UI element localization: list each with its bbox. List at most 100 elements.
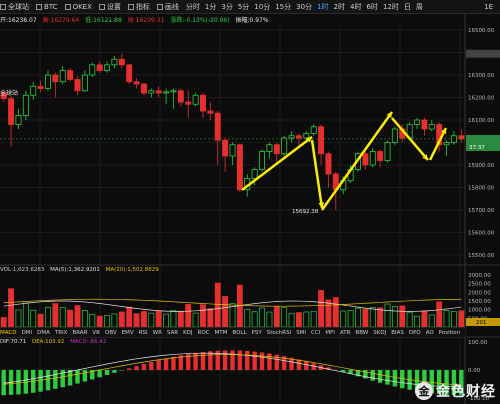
- tab-wr[interactable]: WR: [152, 329, 162, 336]
- period-11[interactable]: 12时: [382, 2, 399, 11]
- change-value: 涨跌:-0.13%(-20.96): [170, 17, 230, 24]
- macd-bar: [422, 370, 427, 393]
- tab-sar[interactable]: SAR: [166, 329, 179, 336]
- volume-bar: [133, 313, 140, 328]
- macd-bar: [126, 368, 132, 370]
- tab-skdj[interactable]: SKDJ: [373, 329, 387, 336]
- macd-bar: [67, 370, 73, 386]
- tab-boll[interactable]: BOLL: [232, 329, 247, 336]
- volume-bar: [244, 308, 251, 328]
- tab-bias[interactable]: BIAS: [391, 329, 404, 336]
- watermark-logo: 金: [415, 382, 433, 400]
- tab-cci[interactable]: CCI: [311, 329, 321, 336]
- candle-body: [104, 64, 111, 71]
- tab-smi[interactable]: SMI: [296, 329, 307, 336]
- tab-atr[interactable]: ATR: [339, 329, 351, 336]
- tab-emv[interactable]: EMV: [121, 329, 134, 336]
- volume-bar: [391, 306, 398, 328]
- period-10[interactable]: 6时: [366, 2, 378, 11]
- macd-bar: [392, 370, 398, 387]
- toolbar-item-5[interactable]: 画线: [156, 2, 179, 12]
- volume-value: VOL:1,023.6283: [0, 267, 45, 273]
- volume-bar: [222, 296, 229, 328]
- globe-icon: [0, 3, 6, 10]
- macd-bar: [289, 357, 294, 370]
- macd-bar: [193, 352, 198, 370]
- tab-dpo[interactable]: DPO: [408, 329, 421, 336]
- tab-trix[interactable]: TRIX: [54, 329, 68, 336]
- tab-kdj[interactable]: KDJ: [183, 329, 193, 336]
- tab-brar[interactable]: BRAR: [72, 329, 88, 336]
- volume-bar: [67, 309, 74, 328]
- macd-bar: [451, 370, 457, 396]
- macd-bar: [355, 370, 361, 377]
- period-5[interactable]: 15分: [275, 2, 292, 11]
- volume-bar: [362, 308, 369, 328]
- tab-ao[interactable]: AO: [425, 329, 434, 336]
- macd-bar: [222, 350, 228, 370]
- volume-bar: [251, 311, 258, 328]
- macd-bar: [134, 366, 139, 370]
- macd-tick: -100.00: [468, 396, 490, 402]
- macd-bar: [296, 359, 302, 370]
- candle-body: [96, 64, 103, 71]
- price-tick: 15900.00: [468, 163, 495, 169]
- tab-dmi[interactable]: DMI: [21, 329, 33, 336]
- macd-bar: [459, 370, 464, 396]
- candle-body: [52, 74, 59, 83]
- volume-bar: [325, 299, 332, 328]
- toolbar-item-3[interactable]: 设置: [98, 2, 121, 12]
- toolbar-item-1[interactable]: BTC: [36, 3, 58, 11]
- indicator-icon: [127, 3, 134, 10]
- volume-bar: [377, 307, 384, 328]
- macd-bar: [163, 358, 169, 370]
- macd-bar: [304, 361, 309, 370]
- macd-bar: [171, 356, 176, 370]
- volume-tick: 2000.00: [468, 290, 491, 296]
- tab-macd[interactable]: MACD: [0, 329, 17, 336]
- trend-arrow-head: [422, 154, 428, 160]
- period-0[interactable]: 分时: [185, 2, 200, 11]
- period-12[interactable]: 日: [403, 2, 411, 11]
- candle-body: [89, 64, 96, 76]
- toolbar-item-2[interactable]: OKEX: [64, 3, 92, 11]
- volume-bar: [428, 314, 435, 328]
- period-8[interactable]: 2时: [333, 2, 345, 11]
- tab-psy[interactable]: PSY: [251, 329, 262, 336]
- tab-dma[interactable]: DMA: [37, 329, 50, 336]
- tab-obv[interactable]: OBV: [105, 329, 117, 336]
- toolbar-right-label[interactable]: 1E: [484, 2, 493, 11]
- period-3[interactable]: 5分: [237, 2, 250, 11]
- tab-position[interactable]: Position: [438, 329, 461, 336]
- candle-body: [8, 98, 15, 125]
- tab-mtm[interactable]: MTM: [214, 329, 228, 336]
- period-6[interactable]: 30分: [296, 2, 313, 11]
- tab-rsi[interactable]: RSI: [138, 329, 148, 336]
- volume-bar: [369, 307, 376, 328]
- tab-vr[interactable]: VR: [92, 329, 100, 336]
- period-13[interactable]: 周: [415, 2, 423, 11]
- toolbar-item-0[interactable]: 全球站: [0, 2, 29, 12]
- tab-roc[interactable]: ROC: [197, 329, 210, 336]
- volume-info: VOL:1,023.6283 MA(5):1,362.9201 MA(10):1…: [0, 267, 163, 273]
- period-9[interactable]: 4时: [350, 2, 362, 11]
- volume-tick: 1000.00: [468, 308, 491, 314]
- tab-bbw[interactable]: BBW: [355, 329, 369, 336]
- period-4[interactable]: 10分: [254, 2, 271, 11]
- volume-bar: [421, 310, 428, 328]
- candle-body: [450, 135, 457, 143]
- macd-dea-line: [3, 354, 462, 386]
- tab-mfi[interactable]: MFI: [325, 329, 335, 336]
- toolbar-item-4[interactable]: 指标: [127, 2, 150, 12]
- tab-stochrsi[interactable]: StochRSI: [266, 329, 292, 336]
- volume-bar: [288, 312, 295, 328]
- period-1[interactable]: 1分: [204, 2, 217, 11]
- toolbar-item-label: 全球站: [8, 2, 29, 11]
- period-2[interactable]: 3分: [221, 2, 233, 11]
- candle-body: [266, 144, 273, 152]
- macd-tick: 0.00: [468, 368, 481, 374]
- macd-dif-line: [3, 352, 462, 388]
- period-7[interactable]: 1时: [317, 2, 329, 11]
- candle-body: [288, 135, 295, 139]
